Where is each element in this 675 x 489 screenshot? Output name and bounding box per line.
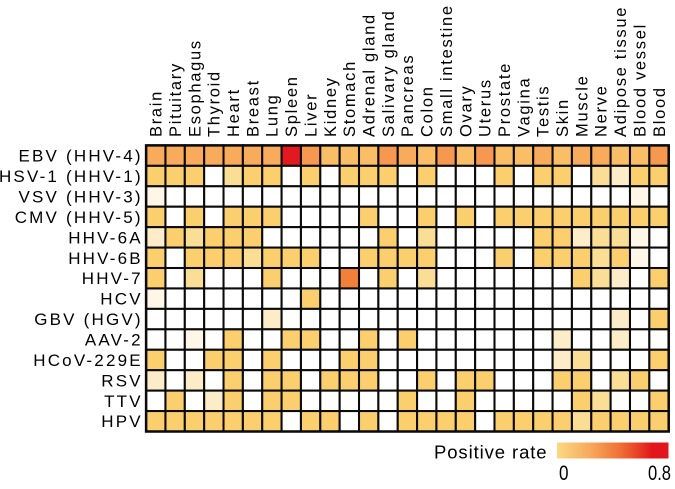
- svg-text:HCV: HCV: [100, 290, 143, 309]
- svg-text:Salivary gland: Salivary gland: [380, 10, 398, 137]
- svg-text:Spleen: Spleen: [283, 75, 301, 137]
- svg-text:Thyroid: Thyroid: [206, 70, 224, 137]
- svg-text:Kidney: Kidney: [322, 76, 340, 137]
- svg-text:HHV-7: HHV-7: [82, 269, 143, 288]
- svg-text:Colon: Colon: [419, 85, 437, 137]
- svg-text:Nerve: Nerve: [593, 84, 611, 137]
- svg-text:Vagina: Vagina: [515, 77, 533, 137]
- svg-text:Prostate: Prostate: [496, 62, 514, 137]
- svg-text:EBV (HHV-4): EBV (HHV-4): [18, 147, 142, 166]
- svg-text:AAV-2: AAV-2: [85, 330, 143, 349]
- svg-text:Pancreas: Pancreas: [399, 54, 417, 137]
- svg-text:HHV-6B: HHV-6B: [68, 249, 143, 268]
- svg-text:Brain: Brain: [148, 90, 166, 137]
- svg-text:TTV: TTV: [104, 392, 143, 411]
- svg-text:Esophagus: Esophagus: [186, 39, 204, 137]
- svg-text:HPV: HPV: [101, 412, 143, 431]
- svg-text:Skin: Skin: [554, 98, 572, 137]
- svg-text:GBV (HGV): GBV (HGV): [34, 310, 143, 329]
- svg-text:Liver: Liver: [302, 93, 320, 137]
- svg-text:HSV-1 (HHV-1): HSV-1 (HHV-1): [0, 167, 143, 186]
- svg-text:Ovary: Ovary: [457, 84, 475, 137]
- svg-text:Small intestine: Small intestine: [438, 4, 456, 137]
- svg-text:HCoV-229E: HCoV-229E: [33, 351, 143, 370]
- svg-text:Positive rate: Positive rate: [434, 442, 548, 463]
- svg-text:VSV (HHV-3): VSV (HHV-3): [18, 187, 142, 206]
- svg-text:Adipose tissue: Adipose tissue: [612, 6, 630, 137]
- svg-text:Blood: Blood: [651, 86, 669, 137]
- svg-text:Adrenal gland: Adrenal gland: [360, 13, 378, 137]
- svg-text:Lung: Lung: [264, 93, 282, 137]
- svg-text:0: 0: [559, 461, 569, 485]
- svg-text:Pituitary: Pituitary: [167, 62, 185, 137]
- svg-text:Testis: Testis: [535, 85, 553, 137]
- svg-text:Blood vessel: Blood vessel: [631, 23, 649, 137]
- svg-text:HHV-6A: HHV-6A: [68, 228, 143, 247]
- svg-text:Muscle: Muscle: [573, 75, 591, 137]
- svg-text:Stomach: Stomach: [341, 60, 359, 137]
- svg-text:CMV (HHV-5): CMV (HHV-5): [15, 208, 143, 227]
- svg-text:Breast: Breast: [244, 79, 262, 137]
- svg-text:Uterus: Uterus: [477, 78, 495, 137]
- svg-text:Heart: Heart: [225, 88, 243, 137]
- svg-text:0.8: 0.8: [648, 461, 671, 485]
- svg-text:RSV: RSV: [101, 371, 143, 390]
